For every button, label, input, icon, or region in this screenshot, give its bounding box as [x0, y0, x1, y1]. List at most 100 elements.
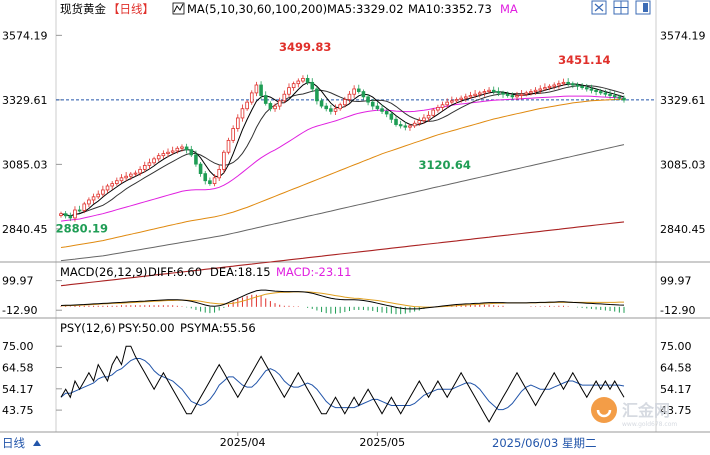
psy-tick-left: 75.00	[2, 340, 34, 353]
candle-body	[133, 172, 138, 175]
candle-body	[510, 95, 515, 98]
candle-body	[68, 215, 73, 219]
candle-body	[324, 105, 329, 110]
candle-body	[426, 114, 431, 119]
candle-body	[505, 93, 510, 96]
candle-body	[524, 92, 529, 95]
ma5-line	[60, 82, 625, 217]
candle-body	[557, 83, 561, 86]
macd-value: MACD:-23.11	[276, 265, 351, 279]
window-toolbar	[591, 0, 651, 15]
candle-body	[603, 92, 608, 95]
price-annotation: 2880.19	[56, 221, 108, 235]
candle-body	[343, 99, 347, 106]
candle-body	[147, 162, 152, 166]
candle-body	[310, 81, 315, 90]
ma100-line	[60, 144, 625, 262]
macd-tick-right: 99.97	[660, 275, 692, 288]
ma200-line	[60, 221, 625, 287]
x-axis-label: 2025/05	[359, 436, 405, 449]
candle-body	[394, 118, 398, 125]
candle-body	[352, 88, 356, 95]
price-annotation: 3499.83	[279, 40, 331, 54]
period-label[interactable]: 【日线】	[108, 2, 154, 16]
candle-body	[203, 173, 208, 182]
psyma-line	[60, 358, 625, 411]
candle-body	[59, 213, 63, 216]
candle-body	[566, 81, 570, 85]
price-tick-left: 3085.03	[2, 158, 48, 171]
psy-tick-right: 43.75	[660, 404, 692, 417]
psyma-value: PSYMA:55.56	[180, 321, 256, 335]
price-tick-left: 2840.45	[2, 223, 48, 236]
psy-tick-left: 43.75	[2, 404, 34, 417]
candle-body	[119, 177, 124, 182]
price-tick-left: 3574.19	[2, 29, 48, 42]
candle-body	[212, 177, 217, 185]
ma10-value: MA10:3352.73	[408, 2, 492, 16]
candle-body	[333, 108, 338, 112]
candle-body	[622, 97, 626, 101]
candle-body	[347, 93, 352, 100]
candle-body	[547, 85, 552, 89]
candle-body	[575, 84, 580, 87]
candle-body	[594, 89, 598, 92]
candle-body	[519, 93, 524, 96]
candle-body	[491, 89, 496, 92]
candle-body	[329, 108, 333, 112]
psy-tick-right: 75.00	[660, 340, 692, 353]
candle-body	[370, 101, 375, 107]
expand-icon[interactable]	[591, 0, 607, 15]
ma10-line	[60, 85, 625, 217]
candle-body	[166, 151, 170, 154]
candle-body	[268, 103, 273, 110]
candle-body	[77, 209, 82, 212]
macd-tick-right: -12.90	[660, 304, 695, 317]
candle-body	[287, 87, 291, 95]
candle-body	[63, 213, 68, 217]
candle-body	[254, 84, 259, 94]
psy-tick-right: 54.17	[660, 383, 692, 396]
candle-body	[105, 185, 110, 191]
candle-body	[552, 84, 557, 87]
candle-body	[487, 89, 491, 92]
candle-body	[408, 125, 412, 128]
candle-body	[124, 175, 128, 179]
candle-body	[180, 146, 184, 149]
psy-params: PSY(12,6)	[60, 321, 116, 335]
candle-body	[217, 168, 221, 179]
candle-body	[477, 92, 482, 95]
crosshair-date-label: 2025/06/03 星期二	[492, 436, 596, 450]
candle-body	[142, 165, 147, 170]
candle-body	[236, 117, 240, 129]
x-axis-label: 2025/04	[220, 436, 266, 449]
candle-body	[496, 91, 501, 94]
price-tick-left: 3329.61	[2, 94, 48, 107]
candle-body	[110, 183, 114, 187]
candle-body	[589, 88, 594, 91]
candle-body	[184, 146, 189, 151]
candle-body	[231, 128, 235, 141]
candle-body	[222, 151, 226, 170]
price-annotation: 3120.64	[419, 158, 471, 172]
layout-grid-icon[interactable]	[613, 0, 629, 15]
candle-body	[571, 83, 575, 86]
period-button[interactable]: 日线	[2, 436, 41, 450]
candle-body	[305, 77, 310, 83]
macd-params: MACD(26,12,9)	[60, 265, 147, 279]
candle-body	[175, 147, 180, 152]
candle-body	[501, 92, 505, 95]
candle-body	[431, 109, 436, 116]
candle-body	[277, 100, 282, 107]
candle-body	[301, 77, 305, 82]
logo-icon	[591, 397, 617, 423]
candle-body	[366, 96, 370, 103]
ma-settings-icon[interactable]	[172, 2, 185, 15]
watermark-text: 汇金网	[622, 401, 670, 420]
ma5-value: MA5:3329.02	[327, 2, 404, 16]
psy-line	[60, 345, 625, 423]
sidebar-toggle-icon[interactable]	[635, 0, 651, 15]
candle-body	[152, 158, 156, 164]
candle-body	[473, 93, 477, 96]
